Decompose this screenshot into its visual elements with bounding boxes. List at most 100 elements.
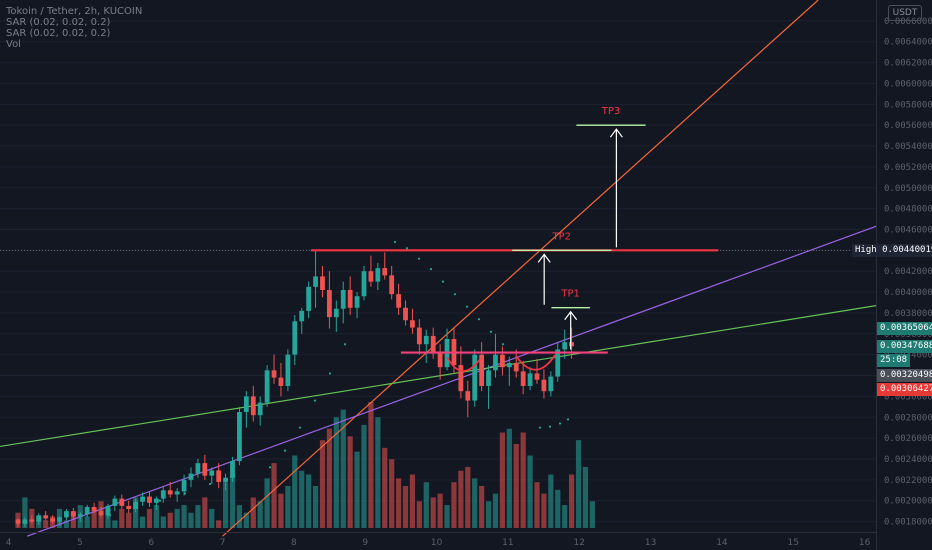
volume-bar [84,516,90,528]
candle-body [29,519,35,522]
candle-body [389,275,395,295]
candle-body [112,498,118,506]
volume-bar [146,508,153,528]
volume-bar [299,470,305,528]
volume-bar [139,516,146,528]
sar-indicator-2[interactable]: SAR (0.02, 0.02, 0.2) [6,28,111,39]
candle-body [333,308,339,318]
volume-bar [22,497,28,528]
candle-body [223,477,228,482]
candle-body [77,514,83,517]
bar-countdown: 25:08 [877,353,911,367]
candle-body [562,342,568,350]
candle-body [271,370,277,378]
sar-dot [298,426,302,429]
sar-dot [268,466,272,469]
candle-body [140,496,145,502]
sar-dot [501,343,505,346]
volume-bar [562,505,568,528]
candle-body [160,490,166,499]
price-badge-up: 0.00365064 [877,322,932,336]
volume-bar [569,474,575,528]
candle-body [70,511,76,517]
trendline-layer [0,0,877,537]
candle-body [147,496,152,503]
currency-button[interactable]: USDT [888,5,922,21]
volume-indicator[interactable]: Vol [6,39,21,50]
volume-bar [492,493,499,528]
date-tick-label: 7 [220,538,226,548]
candle-body [423,335,429,345]
volume-bar [499,432,505,528]
volume-bar [229,474,236,528]
date-tick-label: 8 [291,538,297,548]
candle-body [548,376,554,392]
price-badge-down: 0.00306427 [877,383,932,397]
volume-bar [396,478,402,528]
candle-body [91,506,97,512]
chart-legend: Tokoin / Tether, 2h, KUCOIN SAR (0.02, 0… [6,6,142,50]
price-badge-gray: 0.00320498 [877,368,932,382]
date-tick-label: 16 [859,538,871,548]
candle-body [479,354,485,386]
sar-dot [328,372,332,375]
candle-body [534,373,540,380]
green-trendline [0,305,877,448]
volume-bar [534,482,540,528]
volume-bar [402,486,409,528]
purple-trendline [26,225,877,537]
volume-bar [527,455,533,528]
candle-body [105,505,111,516]
candle-body [506,363,512,368]
volume-bar [216,520,222,528]
volume-bar [340,409,346,528]
volume-bar [195,505,201,528]
sar-dot [158,499,162,502]
target-arrowhead [537,253,551,263]
candle-body [154,498,159,503]
candle-body [250,396,256,416]
sar-dot [441,280,445,283]
volume-bar [430,497,436,528]
candle-body [264,370,270,403]
volume-bar [63,520,70,528]
candle-body [22,519,28,524]
volume-bar [257,501,263,528]
volume-bar [347,436,353,528]
sar-dot [208,482,212,486]
candle-body [230,461,235,478]
volume-bar [43,520,49,528]
target-arrowhead [609,128,623,138]
candle-body [520,371,526,386]
sar-indicator-1[interactable]: SAR (0.02, 0.02, 0.2) [6,17,111,28]
date-tick-label: 14 [716,538,728,548]
volume-bar [416,501,422,528]
symbol-title[interactable]: Tokoin / Tether, 2h, KUCOIN [6,6,143,17]
volume-bar [409,474,416,528]
date-tick-label: 5 [77,538,83,548]
candle-body [188,473,194,480]
price-axis-panel [876,0,932,550]
sar-dot [566,418,570,421]
candle-body [167,490,173,495]
candle-body [278,377,284,386]
date-tick-label: 9 [362,538,368,548]
volume-bar [70,512,76,528]
candle-body [195,463,201,474]
candle-body [84,506,90,515]
volume-bar [319,440,326,528]
tp-label: TP1 [560,289,580,300]
